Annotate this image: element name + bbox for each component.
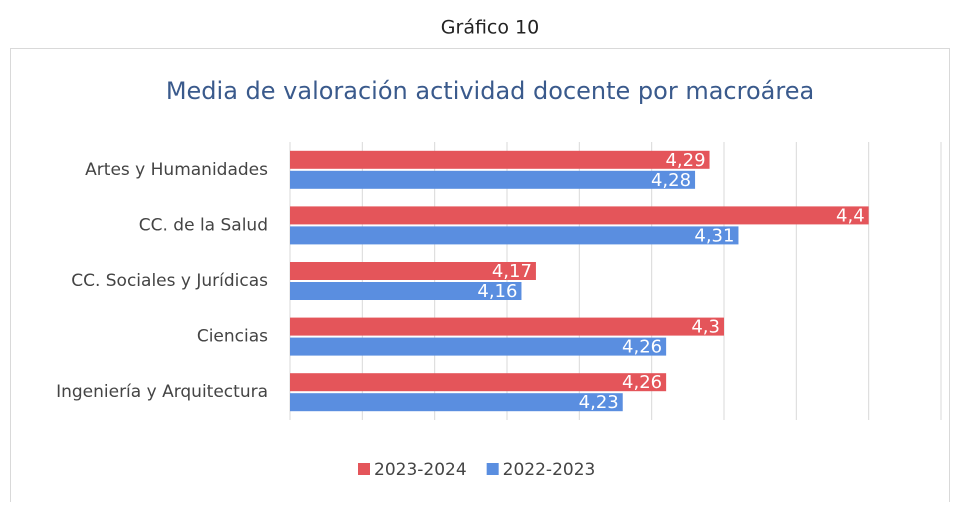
y-tick-label: CC. Sociales y Jurídicas [71,271,268,291]
bar [290,262,536,280]
bar [290,393,623,412]
bar [290,317,724,336]
heading: Gráfico 10 [441,17,539,39]
bar [290,282,522,300]
value-label: 4,31 [694,225,734,246]
value-label: 4,23 [579,392,619,413]
y-tick-label: CC. de la Salud [139,215,268,235]
bar [290,206,869,225]
value-label: 4,26 [622,372,662,393]
legend-swatch [486,463,499,475]
bar [290,170,696,189]
y-tick-label: Ingeniería y Arquitectura [56,382,268,402]
y-tick-label: Ciencias [197,327,268,347]
legend-label: 2022-2023 [503,460,596,480]
bar [290,150,710,169]
value-label: 4,3 [691,317,720,338]
legend-label: 2023-2024 [374,460,467,480]
value-label: 4,26 [622,337,662,358]
value-label: 4,29 [665,150,705,171]
legend-swatch [358,463,370,475]
value-label: 4,4 [836,205,865,226]
value-label: 4,16 [477,281,517,302]
chart-title: Media de valoración actividad docente po… [166,77,814,105]
bar [290,226,739,245]
value-label: 4,17 [492,261,532,282]
bar [290,337,667,356]
y-tick-label: Artes y Humanidades [85,160,268,180]
bar [290,373,667,392]
value-label: 4,28 [651,170,691,191]
